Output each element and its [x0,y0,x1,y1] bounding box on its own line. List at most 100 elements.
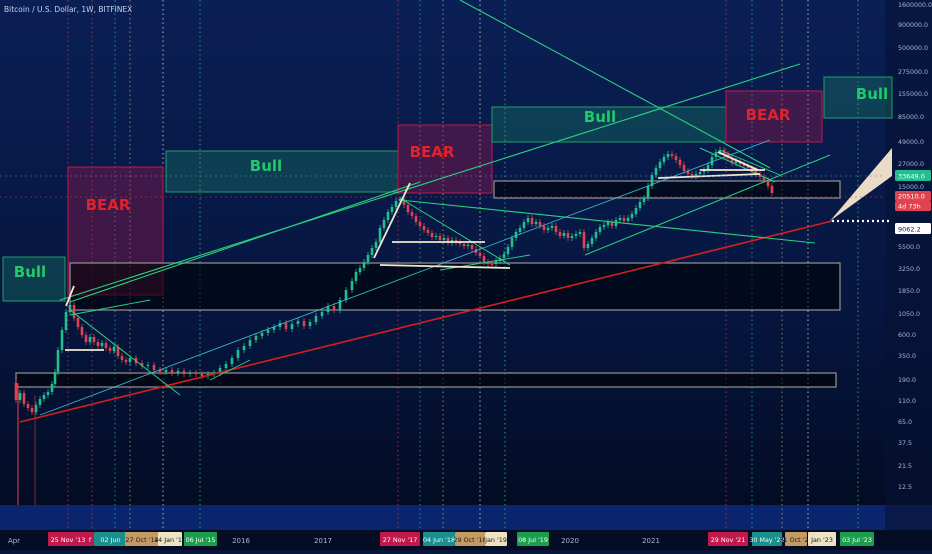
candle-body [582,232,586,248]
candle-body [260,333,264,336]
candle-body [22,393,26,404]
candle-body [406,205,410,212]
date-badge-label: 04 Jun '18 [423,536,455,544]
candle-body [430,233,434,237]
candle-body [112,347,116,351]
candle-body [242,346,246,350]
candle-body [56,350,60,372]
date-badge [423,532,455,546]
range-rect [15,372,837,388]
candle-body [320,312,324,316]
date-badge [94,532,127,546]
candle-body [80,327,84,335]
support-trendline [19,220,833,423]
date-badge [785,532,807,546]
candle-body [514,232,518,238]
candle-body [590,238,594,244]
y-tick-label: 85000.0 [898,114,924,121]
price-label-text: 20510.0 [898,193,925,201]
highlight-line [373,182,411,259]
candle-body [104,343,108,348]
date-badge-label: 02 Jun [100,536,120,544]
candle-body [434,236,438,237]
price-label-box [895,201,931,211]
candle-body [622,218,626,221]
candle-body [718,150,722,152]
candle-body [116,347,120,356]
candle-body [350,281,354,290]
bull-box [823,76,893,119]
candle-body [53,372,57,384]
candle-body [742,164,746,166]
bear-label: BEAR [746,106,791,124]
highlight-line [65,285,75,307]
candle-body [414,216,418,222]
bear-label: BEAR [410,143,455,161]
candle-body [626,218,630,221]
candle-body [654,168,658,175]
date-badge-label: 29 Nov '21 [711,536,746,544]
candle-body [422,226,426,230]
candle-body [34,405,38,412]
candle-body [374,242,378,248]
bull-box [2,256,66,302]
date-badge [455,532,485,546]
candle-body [646,186,650,198]
date-badge-label: Jan '23 [810,536,833,544]
date-badge [184,532,217,546]
trend-line [69,309,181,396]
candle-body [30,408,34,412]
bull-label: Bull [856,85,888,103]
y-tick-label: 3250.0 [898,266,920,273]
date-badge [840,532,874,546]
y-tick-label: 1850.0 [898,288,920,295]
date-badge-label: 14 Jan '15 [154,536,186,544]
x-tick-label: Apr [8,537,20,545]
candle-body [746,166,750,168]
candle-body [762,177,766,180]
bear-label: BEAR [86,196,131,214]
date-badge-label: 27 Oct '14 [125,536,158,544]
candle-body [68,305,72,312]
x-tick-label: 2021 [642,537,660,545]
candle-body [164,370,168,372]
candle-body [714,152,718,157]
y-tick-label: 500000.0 [898,45,928,52]
y-tick-label: 12.5 [898,484,912,491]
candle-body [650,175,654,186]
date-badge [808,532,836,546]
candle-body [538,222,542,226]
y-tick-label: 49000.0 [898,139,924,146]
candle-body [598,227,602,232]
candle-body [694,174,698,176]
trend-line [69,299,151,316]
candle-body [698,172,702,174]
candle-body [194,373,198,374]
y-tick-label: 110.0 [898,398,916,405]
trend-line [59,63,801,301]
candle-body [554,226,558,232]
y-tick-label: 37.5 [898,440,912,447]
date-badge-label: 27 Nov '17 [383,536,418,544]
candle-body [60,330,64,350]
trend-line [399,197,511,266]
candle-body [108,348,112,351]
candle-body [100,343,104,346]
candle-body [92,337,96,342]
candle-body [394,201,398,207]
candle-body [236,350,240,358]
candle-body [486,262,490,264]
candle-body [734,161,738,163]
trend-line [459,0,771,169]
bull-box [491,106,727,143]
y-tick-label: 1600000.0 [898,2,932,9]
y-tick-label: 600.0 [898,332,916,339]
candle-body [574,234,578,236]
bear-box [725,90,823,143]
candle-body [290,324,294,329]
date-badge [517,532,549,546]
date-badge-label: 25 Nov '13 [51,536,86,544]
